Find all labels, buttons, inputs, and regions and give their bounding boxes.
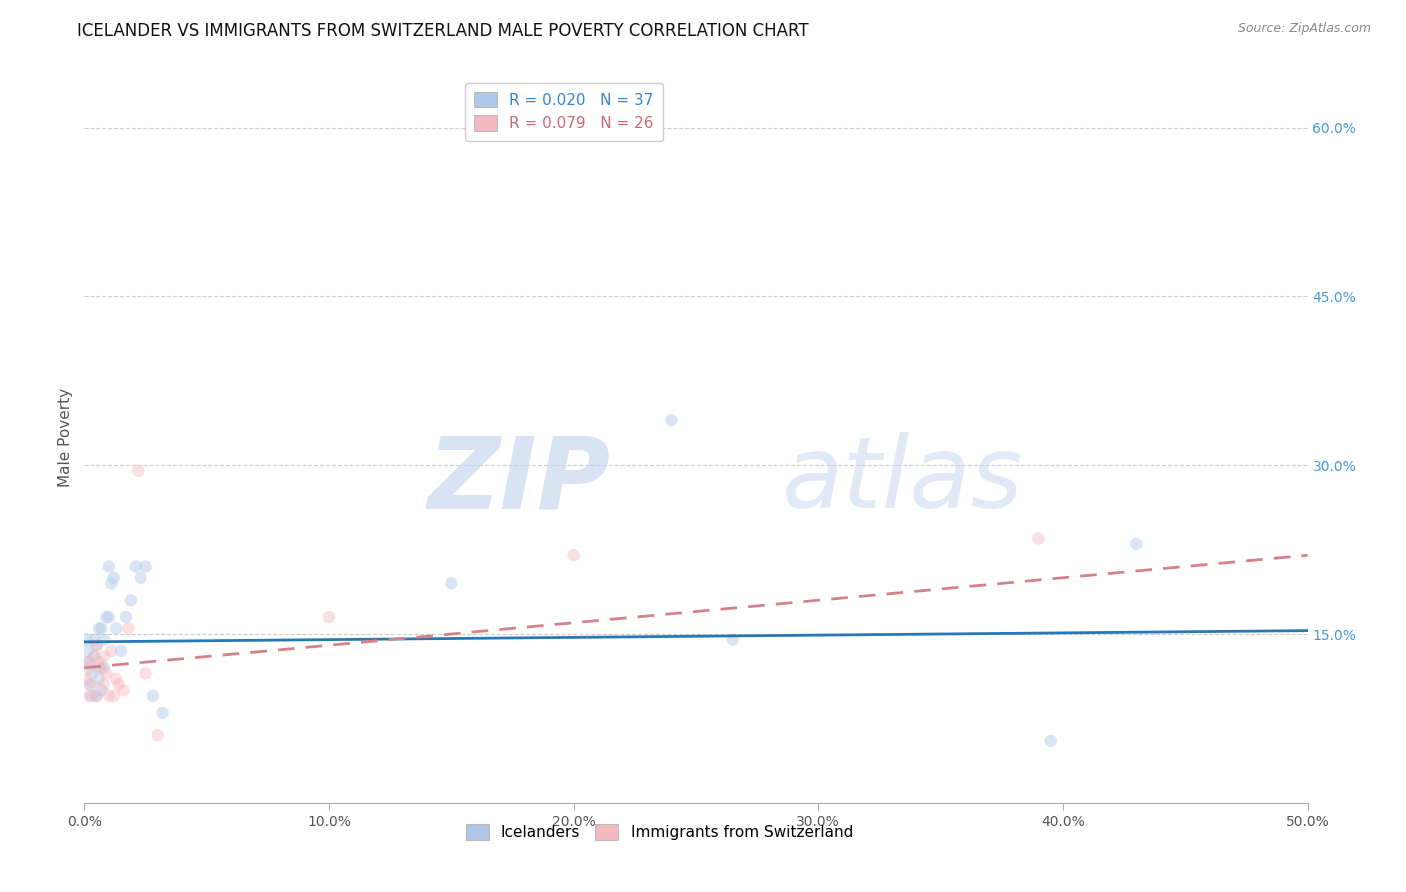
- Point: [80, 666, 103, 681]
- Text: Source: ZipAtlas.com: Source: ZipAtlas.com: [1237, 22, 1371, 36]
- Point: [97, 559, 120, 574]
- Point: [120, 593, 142, 607]
- Point: [105, 672, 128, 686]
- Point: [146, 728, 169, 742]
- Point: [76, 655, 98, 669]
- Point: [76, 632, 98, 647]
- Point: [721, 632, 744, 647]
- Text: ICELANDER VS IMMIGRANTS FROM SWITZERLAND MALE POVERTY CORRELATION CHART: ICELANDER VS IMMIGRANTS FROM SWITZERLAND…: [77, 22, 808, 40]
- Point: [87, 661, 110, 675]
- Point: [76, 644, 98, 658]
- Point: [93, 649, 115, 664]
- Point: [125, 559, 148, 574]
- Point: [100, 576, 122, 591]
- Point: [96, 610, 118, 624]
- Point: [100, 644, 122, 658]
- Point: [80, 689, 103, 703]
- Point: [135, 559, 157, 574]
- Point: [103, 689, 125, 703]
- Point: [142, 689, 165, 703]
- Point: [83, 649, 105, 664]
- Point: [77, 661, 100, 675]
- Point: [661, 413, 683, 427]
- Point: [129, 571, 152, 585]
- Point: [1125, 537, 1147, 551]
- Point: [107, 678, 129, 692]
- Point: [86, 638, 108, 652]
- Point: [1028, 532, 1050, 546]
- Point: [562, 548, 585, 562]
- Point: [105, 621, 128, 635]
- Point: [97, 689, 120, 703]
- Point: [135, 666, 157, 681]
- Point: [86, 689, 108, 703]
- Point: [77, 655, 100, 669]
- Point: [103, 571, 125, 585]
- Point: [87, 621, 110, 635]
- Point: [152, 706, 174, 720]
- Point: [440, 576, 463, 591]
- Point: [318, 610, 340, 624]
- Legend: Icelanders, Immigrants from Switzerland: Icelanders, Immigrants from Switzerland: [460, 818, 859, 847]
- Point: [1039, 734, 1062, 748]
- Point: [110, 644, 132, 658]
- Point: [96, 666, 118, 681]
- Point: [87, 672, 110, 686]
- Point: [575, 103, 598, 118]
- Point: [112, 683, 135, 698]
- Text: atlas: atlas: [782, 433, 1024, 530]
- Point: [87, 655, 110, 669]
- Text: ZIP: ZIP: [427, 433, 610, 530]
- Y-axis label: Male Poverty: Male Poverty: [58, 387, 73, 487]
- Point: [93, 678, 115, 692]
- Point: [115, 610, 138, 624]
- Point: [127, 464, 149, 478]
- Point: [117, 621, 139, 635]
- Point: [90, 683, 112, 698]
- Point: [83, 632, 105, 647]
- Point: [77, 678, 100, 692]
- Point: [86, 689, 108, 703]
- Point: [77, 689, 100, 703]
- Point: [80, 678, 103, 692]
- Point: [86, 638, 108, 652]
- Point: [90, 661, 112, 675]
- Point: [93, 632, 115, 647]
- Point: [93, 661, 115, 675]
- Point: [97, 610, 120, 624]
- Point: [76, 672, 98, 686]
- Point: [83, 649, 105, 664]
- Point: [90, 621, 112, 635]
